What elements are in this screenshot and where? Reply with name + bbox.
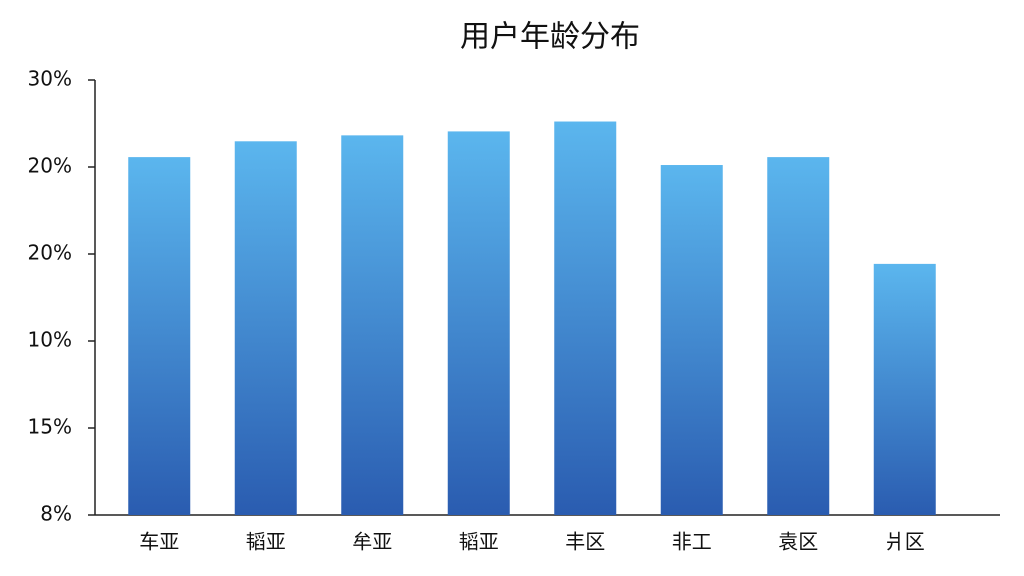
- x-tick-label: 车亚: [139, 530, 179, 554]
- y-tick-label: 30%: [28, 67, 72, 91]
- y-tick-label: 8%: [40, 502, 72, 526]
- y-tick-label: 10%: [28, 328, 72, 352]
- x-tick-label: 韬亚: [459, 530, 499, 554]
- bar: [447, 131, 510, 515]
- y-tick-label: 15%: [28, 415, 72, 439]
- bar: [128, 157, 191, 515]
- x-tick-label: 韬亚: [246, 530, 286, 554]
- x-tick-label: 爿区: [885, 530, 925, 554]
- bar: [873, 263, 936, 515]
- x-tick-label: 牟亚: [352, 530, 392, 554]
- bar: [341, 135, 404, 515]
- bar: [234, 141, 297, 515]
- y-tick-label: 20%: [28, 241, 72, 265]
- y-tick-label: 20%: [28, 154, 72, 178]
- x-tick-label: 袁区: [778, 530, 818, 554]
- x-tick-label: 非工: [672, 530, 712, 554]
- bar: [554, 121, 617, 515]
- bar: [660, 165, 723, 516]
- x-tick-label: 丰区: [565, 530, 605, 554]
- chart-title: 用户年龄分布: [460, 20, 640, 55]
- bar: [767, 157, 830, 515]
